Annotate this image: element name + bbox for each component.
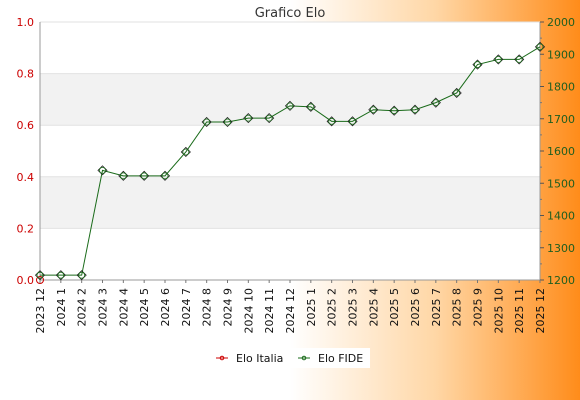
chart-title: Grafico Elo	[255, 6, 326, 21]
data-point-inner	[119, 172, 127, 180]
legend-label: Elo Italia	[236, 352, 283, 365]
x-tick-label: 2025 8	[451, 288, 464, 327]
y-tick-right-label: 1400	[547, 210, 575, 223]
data-point	[36, 276, 44, 284]
x-tick-label: 2025 11	[513, 288, 526, 334]
y-tick-left-label: 0.0	[17, 274, 35, 287]
data-point-inner	[203, 118, 211, 126]
data-point-inner	[182, 148, 190, 156]
legend-label: Elo FIDE	[318, 352, 363, 365]
data-point-inner	[390, 107, 398, 115]
x-tick-label: 2025 12	[534, 288, 547, 334]
y-tick-left-label: 0.4	[17, 171, 35, 184]
data-point-inner	[474, 61, 481, 68]
x-tick-label: 2025 10	[492, 288, 505, 334]
legend-marker	[219, 355, 225, 361]
x-tick-label: 2025 4	[367, 288, 380, 327]
y-tick-right-label: 1500	[547, 177, 575, 190]
y-tick-left-label: 0.6	[17, 119, 35, 132]
y-tick-right-label: 1900	[547, 48, 575, 61]
data-point-inner	[515, 56, 523, 63]
y-tick-left-label: 0.2	[17, 222, 35, 235]
data-point-inner	[224, 118, 231, 126]
x-tick-label: 2024 9	[222, 288, 235, 327]
series-line	[40, 46, 541, 276]
data-point-inner	[36, 271, 44, 279]
x-tick-label: 2024 8	[201, 288, 214, 327]
x-tick-label: 2024 4	[117, 288, 130, 327]
data-point-inner	[307, 103, 315, 111]
data-point-inner	[494, 56, 502, 63]
chart-legend: Elo Italia Elo FIDE	[210, 348, 370, 368]
data-point-inner	[349, 117, 356, 125]
x-tick-label: 2025 1	[305, 288, 318, 327]
y-tick-left-label: 1.0	[17, 16, 35, 29]
data-point-inner	[78, 271, 86, 279]
data-point-inner	[286, 102, 294, 110]
data-point-inner	[265, 114, 273, 122]
data-point-inner	[57, 271, 65, 279]
x-tick-label: 2024 5	[138, 288, 151, 327]
x-tick-label: 2025 3	[347, 288, 360, 327]
legend-marker	[301, 355, 307, 361]
x-tick-label: 2025 6	[409, 288, 422, 327]
legend-box	[210, 348, 370, 368]
x-tick-label: 2024 1	[55, 288, 68, 327]
x-tick-label: 2024 2	[76, 288, 89, 327]
plot-area	[40, 22, 540, 280]
data-point-inner	[453, 89, 461, 97]
x-tick-label: 2024 10	[242, 288, 255, 334]
data-point-inner	[432, 99, 440, 107]
y-tick-left-label: 0.8	[17, 68, 35, 81]
grid-band	[40, 176, 540, 229]
data-point-inner	[536, 43, 544, 51]
x-tick-label: 2024 6	[159, 288, 172, 327]
data-point-inner	[99, 166, 106, 174]
data-point-inner	[411, 106, 419, 114]
x-tick-label: 2024 12	[284, 288, 297, 334]
data-point-inner	[140, 172, 148, 180]
data-point-inner	[244, 114, 252, 122]
y-tick-right-label: 1300	[547, 242, 575, 255]
y-tick-right-label: 1600	[547, 145, 575, 158]
x-tick-label: 2025 2	[326, 288, 339, 327]
x-tick-label: 2025 9	[472, 288, 485, 327]
grid-band	[40, 73, 540, 126]
x-tick-label: 2024 7	[180, 288, 193, 327]
data-point-inner	[161, 172, 169, 180]
data-point-inner	[369, 106, 377, 114]
x-tick-label: 2023 12	[34, 288, 47, 334]
x-tick-label: 2025 5	[388, 288, 401, 327]
x-tick-label: 2024 3	[97, 288, 110, 327]
y-tick-right-label: 1800	[547, 81, 575, 94]
x-tick-label: 2025 7	[430, 288, 443, 327]
y-tick-right-label: 1700	[547, 113, 575, 126]
y-tick-right-label: 2000	[547, 16, 575, 29]
data-point-inner	[328, 117, 336, 125]
x-tick-label: 2024 11	[263, 288, 276, 334]
y-tick-right-label: 1200	[547, 274, 575, 287]
